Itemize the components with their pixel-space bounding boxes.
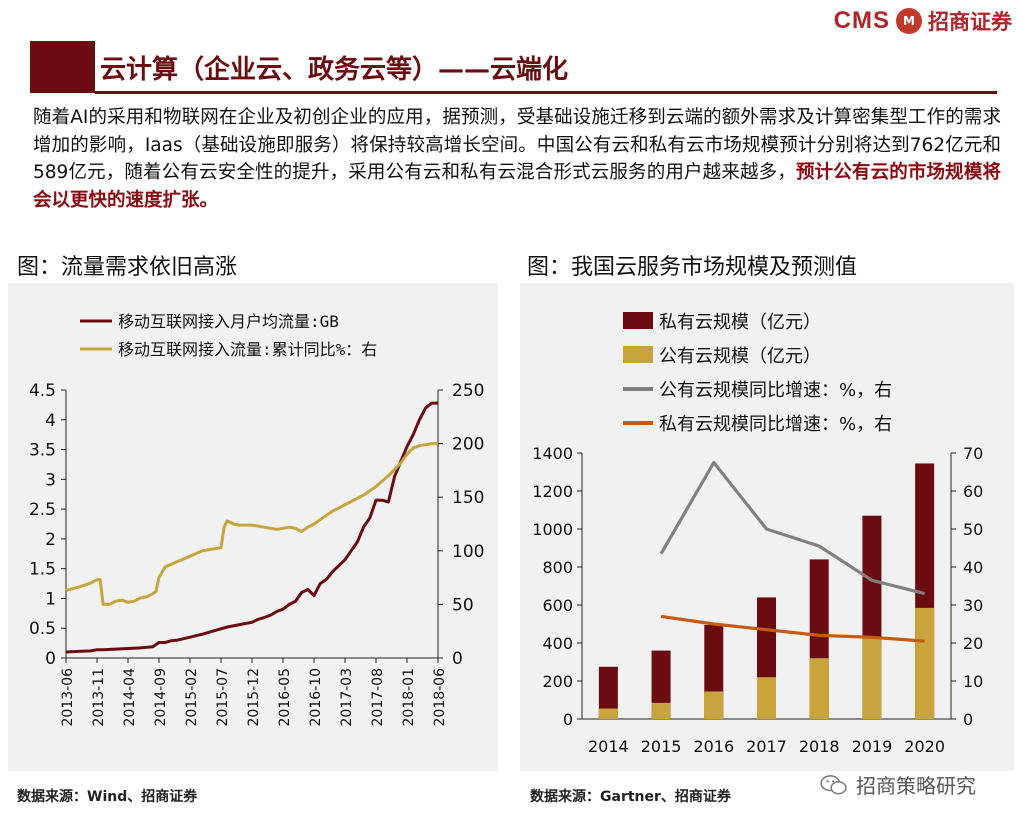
- x-tick-label: 2016: [693, 737, 734, 756]
- x-tick-label: 2014: [588, 737, 629, 756]
- summary-highlight: 预计公有云的市场规模将会以更快的速度扩张。: [33, 162, 1001, 211]
- logo-chinese-name: 招商证券: [928, 9, 1012, 34]
- left-chart-panel: 0 0.5 1 1.5 2 2.5 3 3.5 4 4.5 0 50 100 150 200 250 2013-…: [8, 283, 498, 771]
- x-tick-label: 2017-03: [339, 668, 355, 727]
- y-left-tick-label: 0.5: [29, 619, 56, 639]
- x-tick-label: 2014-04: [122, 668, 138, 727]
- y-right-tick-label: 150: [452, 488, 484, 508]
- y-right-tick-label: 200: [452, 435, 484, 455]
- y-left-tick-label: 4.5: [29, 381, 56, 401]
- y-right-tick-label: 50: [963, 520, 983, 539]
- y-left-tick-label: 1200: [532, 482, 573, 501]
- x-tick-label: 2013-11: [91, 668, 107, 727]
- legend-swatch: [623, 312, 653, 329]
- private-cloud-bar: [651, 650, 671, 719]
- legend-label: 移动互联网接入流量:累计同比%：右: [118, 340, 377, 359]
- public-cloud-bar: [809, 658, 829, 719]
- y-left-tick-label: 600: [542, 596, 573, 615]
- right-source-note: 数据来源：Gartner、招商证券: [530, 789, 731, 805]
- summary-text: 随着AI的采用和物联网在企业及初创企业的应用，据预测，受基础设施迁移到云端的额外…: [33, 107, 1001, 183]
- y-right-tick-label: 10: [963, 672, 983, 691]
- watermark-text: 招商策略研究: [856, 774, 976, 798]
- y-right-tick-label: 70: [963, 444, 983, 463]
- y-left-tick-label: 4: [45, 411, 56, 431]
- public-cloud-bar: [757, 677, 776, 719]
- x-tick-label: 2015-07: [215, 668, 231, 727]
- left-source-note: 数据来源：Wind、招商证券: [17, 789, 198, 805]
- x-tick-label: 2015-12: [246, 668, 262, 727]
- y-right-tick-label: 20: [963, 634, 983, 653]
- y-left-tick-label: 2.5: [29, 500, 56, 520]
- public-cloud-bar: [704, 691, 724, 719]
- private-cloud-growth-line: [660, 614, 925, 643]
- page-title: 云计算（企业云、政务云等）——云端化: [100, 55, 569, 85]
- y-left-tick-label: 1000: [532, 520, 573, 539]
- public-cloud-growth-line: [659, 460, 925, 596]
- left-figure-title: 图：流量需求依旧高涨: [17, 255, 238, 280]
- title-accent-block: [30, 41, 95, 93]
- right-figure-title: 图：我国云服务市场规模及预测值: [527, 255, 858, 280]
- y-right-tick-label: 100: [452, 542, 484, 562]
- x-tick-label: 2016-10: [308, 668, 324, 727]
- y-right-tick-label: 250: [452, 381, 484, 401]
- y-right-tick-label: 0: [963, 710, 973, 729]
- title-underline: [95, 91, 997, 94]
- private-cloud-bar: [598, 666, 618, 719]
- legend-swatch: [623, 346, 653, 363]
- y-left-tick-label: 200: [542, 672, 573, 691]
- x-tick-label: 2020: [904, 737, 945, 756]
- cloud-market-bar-chart: 0 200 400 600 800 1000 1200 1400 0 10 20 30 40 50 60 70…: [532, 312, 983, 756]
- x-tick-label: 2017: [746, 737, 787, 756]
- x-tick-label: 2016-05: [277, 668, 293, 727]
- brand-logo: CMS M 招商证券: [834, 6, 1012, 36]
- legend-label: 公有云规模同比增速：%，右: [659, 380, 892, 401]
- y-left-tick-label: 1: [45, 589, 56, 609]
- x-tick-label: 2017-08: [370, 668, 386, 727]
- y-left-tick-label: 1.5: [29, 560, 56, 580]
- y-right-tick-label: 40: [963, 558, 983, 577]
- y-left-tick-label: 0: [563, 710, 573, 729]
- x-tick-label: 2018: [799, 737, 840, 756]
- legend-label: 私有云规模同比增速：%，右: [659, 414, 892, 435]
- public-cloud-bar: [862, 637, 882, 719]
- traffic-per-user-line: [65, 401, 438, 654]
- traffic-growth-line: [65, 442, 438, 606]
- y-left-tick-label: 800: [542, 558, 573, 577]
- y-right-tick-label: 0: [452, 649, 463, 669]
- legend-label: 公有云规模（亿元）: [659, 346, 821, 367]
- y-right-tick-label: 30: [963, 596, 983, 615]
- x-tick-label: 2019: [852, 737, 893, 756]
- x-tick-label: 2018-06: [432, 668, 448, 727]
- x-tick-label: 2015-02: [184, 668, 200, 727]
- y-left-tick-label: 400: [542, 634, 573, 653]
- logo-text: CMS: [833, 7, 890, 34]
- y-left-tick-label: 3: [45, 470, 56, 490]
- logo-badge-icon: M: [896, 8, 922, 34]
- traffic-line-chart: 0 0.5 1 1.5 2 2.5 3 3.5 4 4.5 0 50 100 150 200 250 2013-…: [29, 312, 485, 727]
- y-left-tick-label: 0: [45, 649, 56, 669]
- public-cloud-bar: [598, 708, 618, 719]
- y-right-tick-label: 60: [963, 482, 983, 501]
- legend-label: 私有云规模（亿元）: [659, 312, 821, 333]
- public-cloud-bar: [915, 607, 935, 719]
- summary-paragraph: 随着AI的采用和物联网在企业及初创企业的应用，据预测，受基础设施迁移到云端的额外…: [33, 104, 1001, 214]
- x-tick-label: 2015: [641, 737, 682, 756]
- wechat-watermark: 招商策略研究: [820, 770, 976, 799]
- x-tick-label: 2013-06: [60, 668, 76, 727]
- legend-label: 移动互联网接入月户均流量:GB: [118, 312, 339, 331]
- right-chart-panel: 0 200 400 600 800 1000 1200 1400 0 10 20 30 40 50 60 70…: [520, 283, 1014, 771]
- public-cloud-bar: [651, 702, 671, 719]
- x-tick-label: 2018-01: [401, 668, 417, 727]
- x-tick-label: 2014-09: [153, 668, 169, 727]
- wechat-icon: [820, 774, 847, 794]
- y-right-tick-label: 50: [452, 595, 474, 615]
- y-left-tick-label: 1400: [532, 444, 573, 463]
- y-left-tick-label: 2: [45, 530, 56, 550]
- y-left-tick-label: 3.5: [29, 441, 56, 461]
